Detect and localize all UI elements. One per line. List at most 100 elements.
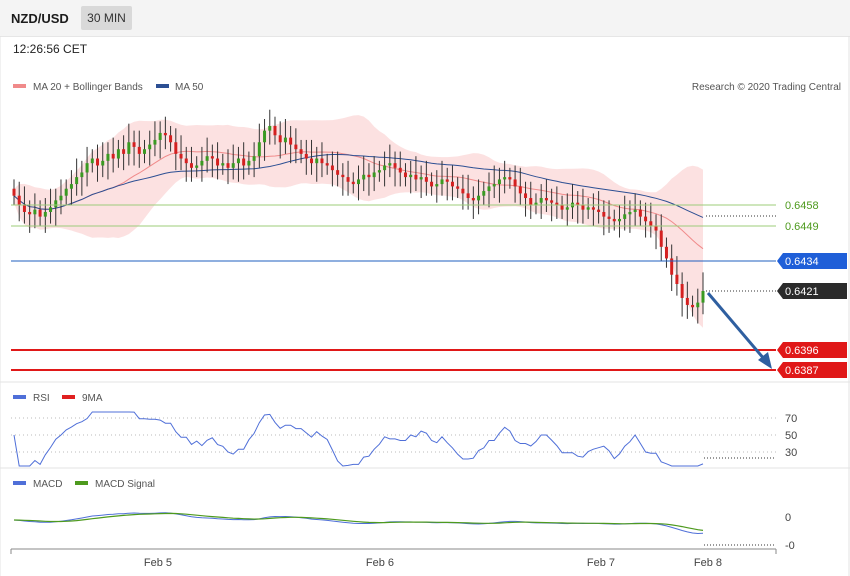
candle-body <box>544 198 548 201</box>
candle <box>482 181 486 205</box>
candle <box>456 177 460 199</box>
candle-body <box>482 191 486 196</box>
candle-body <box>22 205 26 212</box>
candle <box>602 200 606 236</box>
candle-body <box>487 186 491 192</box>
candle-body <box>534 202 538 205</box>
candle <box>210 144 214 178</box>
candle-body <box>409 174 413 178</box>
candle-body <box>195 165 199 168</box>
rsi-line <box>13 411 704 467</box>
candle <box>409 160 413 194</box>
candle-body <box>137 146 141 154</box>
candle <box>59 179 63 215</box>
currency-pair-title: NZD/USD <box>11 11 69 26</box>
candle-body <box>644 216 648 222</box>
candle-body <box>174 142 178 154</box>
support-label-1: 0.6396 <box>785 345 819 357</box>
x-tick-label: Feb 8 <box>694 557 722 569</box>
candle-body <box>565 207 569 210</box>
ma20-line <box>13 150 704 250</box>
candle-body <box>330 165 334 171</box>
rsi9-legend-swatch <box>62 395 75 399</box>
candle-body <box>75 177 79 185</box>
candle <box>315 146 319 182</box>
current-price-label: 0.6421 <box>785 286 819 298</box>
x-tick-label: Feb 6 <box>366 557 394 569</box>
candle-body <box>367 174 371 178</box>
candle-body <box>649 221 653 226</box>
candle-body <box>576 202 580 205</box>
support-tag-2 <box>777 362 847 378</box>
candle <box>560 195 564 219</box>
candle <box>106 142 110 180</box>
macd-tick-neg: -0 <box>785 540 795 552</box>
candle <box>497 167 501 203</box>
candle <box>96 144 100 182</box>
candle <box>310 139 314 175</box>
macdsig-legend-label: MACD Signal <box>95 479 155 490</box>
candle-body <box>414 174 418 180</box>
candle-body <box>341 174 345 178</box>
candle-body <box>524 193 528 199</box>
macd-legend-label: MACD <box>33 479 62 490</box>
candle <box>393 151 397 187</box>
candle <box>75 158 79 196</box>
candle-body <box>278 135 282 143</box>
x-tick-label: Feb 7 <box>587 557 615 569</box>
candle-body <box>49 207 53 212</box>
timeframe-button[interactable]: 30 MIN <box>81 6 132 30</box>
candle <box>607 200 611 233</box>
research-credit: Research © 2020 Trading Central <box>692 82 841 93</box>
candle <box>174 128 178 171</box>
pivot-tag <box>777 253 847 269</box>
candle <box>226 149 230 185</box>
candle-body <box>127 142 131 154</box>
candle <box>163 116 167 150</box>
bollinger-band-area <box>14 115 703 328</box>
candle <box>242 142 246 180</box>
candle-body <box>435 184 439 187</box>
candle-body <box>12 188 16 196</box>
candle-body <box>169 135 173 143</box>
candle <box>440 160 444 196</box>
candle-body <box>148 144 152 150</box>
candle <box>357 165 360 201</box>
candle-body <box>617 218 621 222</box>
candle-body <box>430 181 434 187</box>
rsi-legend-swatch <box>13 395 26 399</box>
candle <box>445 167 449 201</box>
candle-body <box>529 198 533 205</box>
rsi-tick-50: 50 <box>785 430 797 442</box>
candle-body <box>362 174 366 180</box>
candle-body <box>111 153 115 159</box>
candle <box>85 146 89 187</box>
candle <box>142 139 146 164</box>
candle <box>69 170 73 205</box>
candle-body <box>602 211 606 217</box>
bollinger-band <box>13 115 704 328</box>
candle-body <box>336 170 340 175</box>
candle <box>43 198 47 233</box>
candle-body <box>560 205 564 210</box>
candle <box>430 172 434 196</box>
candle <box>414 156 418 192</box>
candle-body <box>54 200 58 208</box>
candle-body <box>424 177 428 182</box>
candle <box>263 119 267 161</box>
candle-body <box>450 181 454 187</box>
candle-body <box>513 179 517 187</box>
candle-body <box>320 158 324 164</box>
candle <box>383 151 387 187</box>
candle-body <box>158 132 162 140</box>
candle-body <box>80 172 84 178</box>
candle <box>195 156 199 178</box>
candle-body <box>518 186 522 194</box>
candle <box>122 135 126 171</box>
candle <box>617 205 621 238</box>
candle <box>320 142 324 178</box>
candle-body <box>456 186 460 189</box>
candle <box>649 202 653 238</box>
candle-body <box>101 160 105 166</box>
candle <box>12 179 16 205</box>
